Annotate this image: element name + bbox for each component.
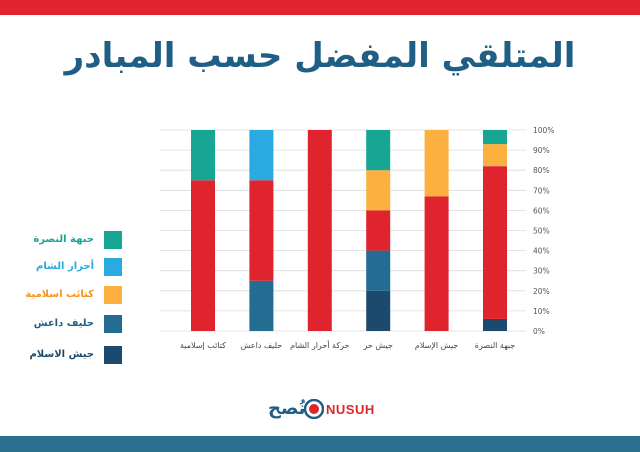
legend-swatch <box>104 286 122 304</box>
legend-item-nusra: جبهة النصرة <box>30 231 122 253</box>
bar-segment-islamic_brigades <box>366 170 391 211</box>
y-tick-label: 30% <box>533 267 550 276</box>
legend-item-ahrar: أحرار الشام <box>30 258 122 280</box>
grid-lines <box>160 129 526 332</box>
bottom-accent-bar <box>0 436 640 452</box>
legend-swatch <box>104 346 122 364</box>
bar-segment-army_of_islam <box>366 290 391 331</box>
bars <box>191 130 507 331</box>
legend-item-army-of-islam: جيش الاسلام <box>29 346 122 368</box>
y-tick-labels: 0% 10% 20% 30% 40% 50% 60% 70% 80% 90% 100% <box>533 126 554 336</box>
bar-segment-isis_ally <box>249 280 274 331</box>
y-tick-label: 100% <box>533 126 554 135</box>
x-tick-label: جيش الإسلام <box>415 341 458 351</box>
legend-swatch <box>104 231 122 249</box>
y-tick-label: 40% <box>533 247 550 256</box>
top-accent-bar <box>0 0 640 15</box>
legend-label: حليف داعش <box>33 318 94 329</box>
bar-segment-nusra <box>483 130 507 145</box>
brand-arabic: نُصح <box>268 398 306 419</box>
legend-swatch <box>104 315 122 333</box>
x-tick-labels: كتائب إسلامية حليف داعش حركة أحرار الشام جي… <box>180 340 515 351</box>
bar-segment-isis_ally <box>366 250 391 291</box>
bar-segment-nusra <box>191 130 215 181</box>
legend-label: جبهة النصرة <box>33 234 94 245</box>
x-tick-label: كتائب إسلامية <box>180 341 226 351</box>
y-tick-label: 90% <box>533 146 550 155</box>
chart-title: المتلقي المفضل حسب المبادر <box>64 36 576 76</box>
y-tick-label: 0% <box>533 327 545 336</box>
bar-segment-red <box>191 180 215 331</box>
bar-segment-army_of_islam <box>483 318 507 331</box>
y-tick-label: 10% <box>533 307 550 316</box>
bar-segment-red <box>307 130 332 331</box>
x-tick-label: جبهة النصرة <box>475 341 516 350</box>
x-tick-label: جيش حر <box>362 341 393 350</box>
legend-label: كتائب اسلامية <box>25 289 94 300</box>
x-tick-label: حليف داعش <box>241 341 283 350</box>
brand-latin: NUSUH <box>326 402 375 417</box>
legend-item-islamic-brigades: كتائب اسلامية <box>25 286 122 308</box>
legend-label: أحرار الشام <box>36 261 94 272</box>
bar-segment-islamic_brigades <box>483 144 507 167</box>
bar-segment-red <box>424 196 449 331</box>
y-tick-label: 80% <box>533 166 550 175</box>
brand-circle-icon <box>304 399 324 419</box>
y-tick-label: 50% <box>533 227 550 236</box>
bar-segment-red <box>249 180 274 281</box>
bar-segment-islamic_brigades <box>424 130 449 197</box>
bar-segment-red <box>366 210 391 251</box>
bar-segment-nusra <box>366 130 391 171</box>
y-tick-label: 20% <box>533 287 550 296</box>
bar-segment-red <box>483 166 507 319</box>
y-tick-label: 60% <box>533 206 550 215</box>
legend-item-isis-ally: حليف داعش <box>30 315 122 337</box>
y-tick-label: 70% <box>533 186 550 195</box>
legend-swatch <box>104 258 122 276</box>
legend-label: جيش الاسلام <box>29 349 94 360</box>
brand-logo: نُصح NUSUH <box>268 396 388 424</box>
bar-segment-ahrar <box>249 130 274 181</box>
x-tick-label: حركة أحرار الشام <box>290 340 349 350</box>
